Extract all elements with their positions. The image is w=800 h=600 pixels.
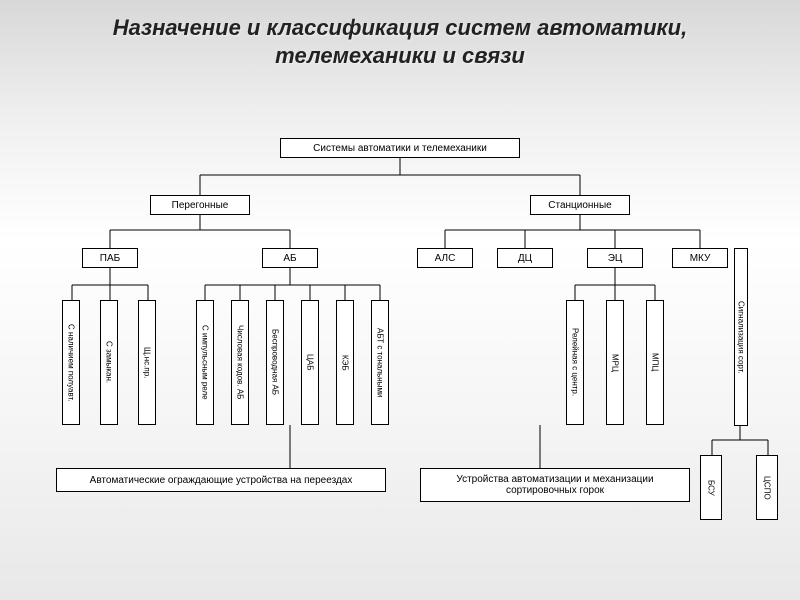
bottom-right-box: Устройства автоматизации и механизации с…: [420, 468, 690, 502]
leaf-mku-2: ЦСПО: [756, 455, 778, 520]
node-mku: МКУ: [672, 248, 728, 268]
leaf-pab-1: С замыкан.: [100, 300, 118, 425]
node-root: Системы автоматики и телемеханики: [280, 138, 520, 158]
leaf-pab-0: С наличием полуавт.: [62, 300, 80, 425]
node-dc: ДЦ: [497, 248, 553, 268]
node-als: АЛС: [417, 248, 473, 268]
leaf-ec-1: МРЦ: [606, 300, 624, 425]
bottom-left-box: Автоматические ограждающие устройства на…: [56, 468, 386, 492]
leaf-ab-4: КЭБ: [336, 300, 354, 425]
node-peregonnye: Перегонные: [150, 195, 250, 215]
node-ab: АБ: [262, 248, 318, 268]
page-title: Назначение и классификация систем автома…: [0, 0, 800, 77]
leaf-pab-2: Щ.нс.пр.: [138, 300, 156, 425]
leaf-ab-0: С импульсным реле: [196, 300, 214, 425]
node-ec: ЭЦ: [587, 248, 643, 268]
leaf-ab-3: ЦАБ: [301, 300, 319, 425]
leaf-mku-1: БСУ: [700, 455, 722, 520]
leaf-ab-1: Числовая кодов. АБ: [231, 300, 249, 425]
node-stantsionnye: Станционные: [530, 195, 630, 215]
leaf-ab-2: Беспроводная АБ: [266, 300, 284, 425]
node-pab: ПАБ: [82, 248, 138, 268]
connector-lines: [0, 0, 800, 600]
node-mku-extra: Сигнализация сорт.: [734, 248, 748, 426]
leaf-ab-5: АБТ с тональными: [371, 300, 389, 425]
leaf-ec-2: МПЦ: [646, 300, 664, 425]
leaf-ec-0: Релейная с центр.: [566, 300, 584, 425]
